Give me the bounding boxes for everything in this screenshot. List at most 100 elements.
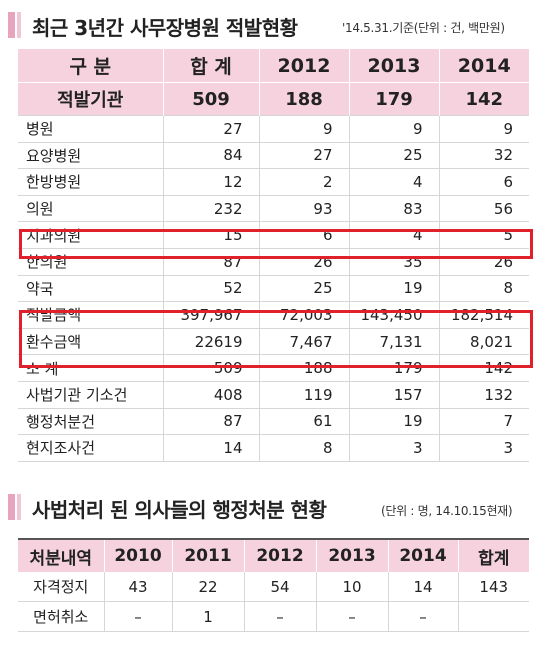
row-label: 사법기관 기소건: [18, 380, 163, 409]
cell-value: 143: [457, 572, 529, 602]
cell-value: 54: [243, 572, 316, 602]
cell-value: 10: [315, 572, 388, 602]
cell-value: 132: [438, 380, 529, 409]
table-row: 병원 27 9 9 9: [18, 115, 529, 143]
cell-value: 84: [162, 141, 259, 169]
header-total: 합 계: [162, 49, 259, 83]
summary-2013: 179: [348, 82, 439, 116]
row-label: 병원: [18, 115, 163, 143]
cell-value: 61: [258, 407, 349, 435]
row-label: 면허취소: [18, 601, 104, 632]
title-accent-bar-light: [17, 494, 21, 520]
cell-value: 7: [438, 407, 529, 435]
cell-value: –: [103, 601, 172, 632]
cell-value: 83: [348, 194, 439, 222]
header-2011: 2011: [171, 538, 244, 572]
title-accent-bar: [8, 494, 15, 520]
table-row: 사법기관 기소건 408 119 157 132: [18, 380, 529, 409]
cell-value: –: [243, 601, 316, 632]
highlight-box-dental: [19, 229, 533, 259]
cell-value: 5: [438, 221, 529, 249]
cell-value: 2: [258, 168, 349, 196]
table-row: 약국 52 25 19 8: [18, 274, 529, 302]
header-action: 처분내역: [18, 538, 104, 572]
cell-value: 87: [162, 407, 259, 435]
row-label: 자격정지: [18, 572, 104, 602]
cell-value: 22619: [162, 327, 259, 355]
row-label: 현지조사건: [18, 434, 163, 462]
cell-value: 4: [348, 168, 439, 196]
header-total: 합계: [457, 538, 529, 572]
cell-value: 27: [162, 115, 259, 143]
row-label: 한방병원: [18, 168, 163, 196]
title-accent-bar-light: [17, 12, 21, 38]
cell-value: 408: [162, 380, 259, 409]
summary-2012: 188: [258, 82, 349, 116]
cell-value: 6: [258, 221, 349, 249]
cell-value: 8,021: [438, 327, 529, 355]
cell-value: 9: [348, 115, 439, 143]
table-row: 행정처분건 87 61 19 7: [18, 407, 529, 435]
header-category: 구 분: [18, 49, 163, 83]
summary-total: 509: [162, 82, 259, 116]
table-header-row: 구 분 합 계 2012 2013 2014: [18, 49, 529, 83]
table-row: 자격정지 43 22 54 10 14 143: [18, 572, 529, 602]
cell-value: 25: [258, 274, 349, 302]
cell-value: 93: [258, 194, 349, 222]
header-2014: 2014: [387, 538, 458, 572]
cell-value: 9: [258, 115, 349, 143]
cell-value: 87: [162, 247, 259, 276]
row-label: 치과의원: [18, 221, 163, 249]
row-label: 약국: [18, 274, 163, 302]
header-2012: 2012: [258, 49, 349, 83]
table-row: 한의원 87 26 35 26: [18, 247, 529, 276]
header-2013: 2013: [348, 49, 439, 83]
section1-title-row: 최근 3년간 사무장병원 적발현황 '14.5.31.기준(단위 : 건, 백만…: [0, 6, 553, 46]
cell-value: 52: [162, 274, 259, 302]
cell-value: 4: [348, 221, 439, 249]
cell-value: 14: [387, 572, 458, 602]
header-2012: 2012: [243, 538, 316, 572]
title-accent-bar: [8, 12, 15, 38]
cell-value: [457, 601, 529, 632]
cell-value: 3: [348, 434, 439, 462]
cell-value: 9: [438, 115, 529, 143]
section1-unit-note: '14.5.31.기준(단위 : 건, 백만원): [342, 21, 505, 35]
summary-2014: 142: [438, 82, 529, 116]
header-2013: 2013: [315, 538, 388, 572]
summary-row: 적발기관 509 188 179 142: [18, 82, 529, 116]
table-row: 요양병원 84 27 25 32: [18, 141, 529, 169]
header-2014: 2014: [438, 49, 529, 83]
cell-value: 8: [438, 274, 529, 302]
cell-value: 1: [171, 601, 244, 632]
table-row: 한방병원 12 2 4 6: [18, 168, 529, 196]
cell-value: 6: [438, 168, 529, 196]
cell-value: 56: [438, 194, 529, 222]
row-label: 행정처분건: [18, 407, 163, 435]
cell-value: 157: [348, 380, 439, 409]
row-label: 한의원: [18, 247, 163, 276]
section2-title: 사법처리 된 의사들의 행정처분 현황: [32, 498, 327, 522]
row-label: 의원: [18, 194, 163, 222]
cell-value: 32: [438, 141, 529, 169]
administrative-action-table: 처분내역 2010 2011 2012 2013 2014 합계 자격정지 43 2…: [18, 538, 529, 632]
cell-value: 397,967: [162, 301, 259, 329]
cell-value: 3: [438, 434, 529, 462]
cell-value: 119: [258, 380, 349, 409]
row-label: 요양병원: [18, 141, 163, 169]
cell-value: –: [387, 601, 458, 632]
cell-value: 72,003: [258, 301, 349, 329]
section1-title: 최근 3년간 사무장병원 적발현황: [32, 16, 298, 40]
table-row: 치과의원 15 6 4 5: [18, 221, 529, 249]
header-2010: 2010: [103, 538, 172, 572]
cell-value: 14: [162, 434, 259, 462]
cell-value: 12: [162, 168, 259, 196]
cell-value: 25: [348, 141, 439, 169]
cell-value: 19: [348, 407, 439, 435]
row-label: 환수금액: [18, 327, 163, 355]
table-row: 면허취소 –1– – –: [18, 601, 529, 632]
table-row: 의원 232 93 83 56: [18, 194, 529, 222]
cell-value: 182,514: [438, 301, 529, 329]
cell-value: 232: [162, 194, 259, 222]
section2-unit-note: (단위 : 명, 14.10.15현재): [381, 504, 513, 518]
